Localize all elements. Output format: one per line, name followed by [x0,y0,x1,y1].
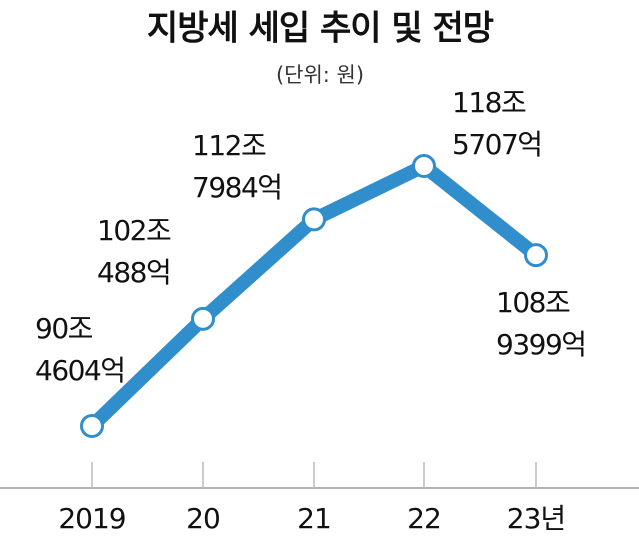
point [191,306,215,331]
value-label: 7984억 [192,171,282,204]
x-tick-label: 2019 [58,502,125,535]
x-tick-label: 22 [407,502,441,535]
value-label: 118조 [452,86,526,119]
value-label: 102조 [97,214,171,247]
value-label: 108조 [496,286,570,319]
line [87,159,541,432]
point [524,243,548,268]
value-label: 5707억 [452,128,542,161]
chart-title: 지방세 세입 추이 및 전망 [147,9,494,49]
point [412,154,436,178]
value-label: 112조 [192,129,266,162]
value-label: 9399억 [496,328,586,361]
x-tick-label: 23년 [507,502,565,535]
x-tick-label: 21 [297,502,331,535]
chart-subtitle: (단위: 원) [276,63,364,87]
point [80,414,104,438]
x-tick-label: 20 [186,502,220,535]
value-label: 488억 [97,256,170,289]
value-label: 4604억 [35,354,125,387]
value-label: 90조 [35,312,93,345]
point [302,207,326,232]
